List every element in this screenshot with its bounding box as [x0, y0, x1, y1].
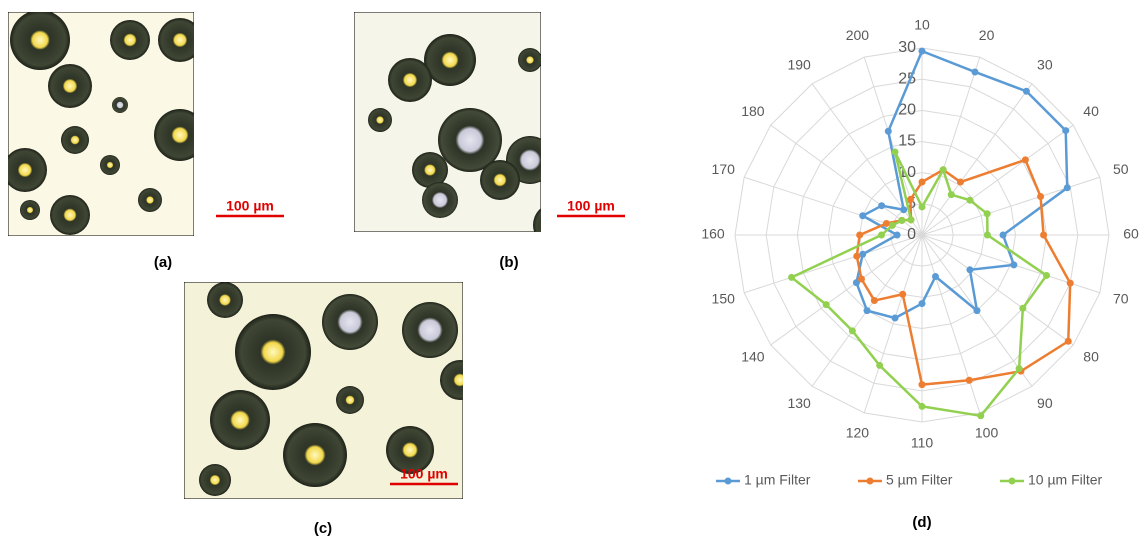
legend-marker [867, 478, 874, 485]
category-label: 70 [1113, 290, 1129, 306]
marker [966, 377, 973, 384]
marker [899, 291, 906, 298]
legend-label: 5 µm Filter [886, 472, 953, 488]
category-label: 160 [701, 226, 725, 242]
marker [1037, 193, 1044, 200]
category-label: 60 [1123, 226, 1139, 242]
marker [948, 191, 955, 198]
marker [871, 297, 878, 304]
marker [878, 202, 885, 209]
category-label: 40 [1083, 103, 1099, 119]
marker [1043, 272, 1050, 279]
marker [849, 327, 856, 334]
category-label: 190 [787, 57, 811, 73]
r-tick-label: 0 [907, 226, 916, 243]
marker [919, 381, 926, 388]
marker [1023, 88, 1030, 95]
marker [973, 307, 980, 314]
legend-marker [1009, 478, 1016, 485]
marker [1065, 338, 1072, 345]
marker [859, 251, 866, 258]
category-label: 50 [1113, 161, 1129, 177]
legend-label: 1 µm Filter [744, 472, 811, 488]
marker [889, 222, 896, 229]
marker [1062, 127, 1069, 134]
marker [919, 403, 926, 410]
marker [823, 301, 830, 308]
legend-label: 10 µm Filter [1028, 472, 1103, 488]
marker [894, 232, 901, 239]
marker [1000, 232, 1007, 239]
scale-label: 100 µm [567, 198, 615, 214]
marker [1067, 280, 1074, 287]
spoke [922, 235, 1073, 345]
r-tick-label: 30 [898, 39, 916, 56]
marker [885, 128, 892, 135]
panel-label: (b) [499, 254, 518, 271]
marker [971, 68, 978, 75]
marker [1010, 261, 1017, 268]
marker [919, 300, 926, 307]
marker [856, 232, 863, 239]
marker [957, 179, 964, 186]
category-label: 140 [741, 349, 765, 365]
category-label: 20 [979, 27, 995, 43]
radar-chart: 0510152025301020304050607080901001101201… [701, 17, 1139, 488]
marker [908, 216, 915, 223]
legend-marker [725, 478, 732, 485]
marker [932, 273, 939, 280]
marker [898, 217, 905, 224]
marker [940, 166, 947, 173]
panel-label: (d) [912, 514, 931, 531]
marker [864, 307, 871, 314]
marker [919, 179, 926, 186]
scale-label: 100 µm [400, 466, 448, 482]
marker [892, 314, 899, 321]
spoke [922, 125, 1073, 235]
category-label: 180 [741, 103, 765, 119]
marker [878, 232, 885, 239]
category-label: 80 [1083, 349, 1099, 365]
category-label: 10 [914, 17, 930, 33]
category-label: 110 [911, 435, 934, 451]
marker [1016, 365, 1023, 372]
marker [966, 197, 973, 204]
figure: 100 µm 100 µm 100 µm (a) (b) (c) (d) 051… [0, 0, 1142, 541]
category-label: 120 [846, 424, 870, 440]
r-tick-label: 15 [898, 133, 916, 150]
marker [966, 266, 973, 273]
category-label: 150 [712, 290, 736, 306]
micrograph-b [354, 12, 577, 247]
panel-label: (a) [154, 254, 172, 271]
marker [1040, 232, 1047, 239]
marker [919, 203, 926, 210]
marker [892, 149, 899, 156]
marker [876, 362, 883, 369]
category-label: 170 [712, 161, 736, 177]
category-label: 90 [1037, 395, 1053, 411]
marker [900, 206, 907, 213]
marker [883, 220, 890, 227]
category-label: 200 [846, 27, 870, 43]
marker [977, 412, 984, 419]
category-label: 130 [787, 395, 811, 411]
panel-label: (c) [314, 520, 332, 537]
marker [1019, 305, 1026, 312]
scale-label: 100 µm [226, 198, 274, 214]
marker [1064, 184, 1071, 191]
marker [853, 253, 860, 260]
category-label: 100 [975, 424, 999, 440]
micrograph-a [3, 10, 206, 236]
marker [788, 274, 795, 281]
marker [1022, 156, 1029, 163]
marker [859, 212, 866, 219]
marker [919, 48, 926, 55]
category-label: 30 [1037, 57, 1053, 73]
marker [858, 275, 865, 282]
spoke [922, 84, 1032, 235]
marker [984, 232, 991, 239]
marker [984, 210, 991, 217]
